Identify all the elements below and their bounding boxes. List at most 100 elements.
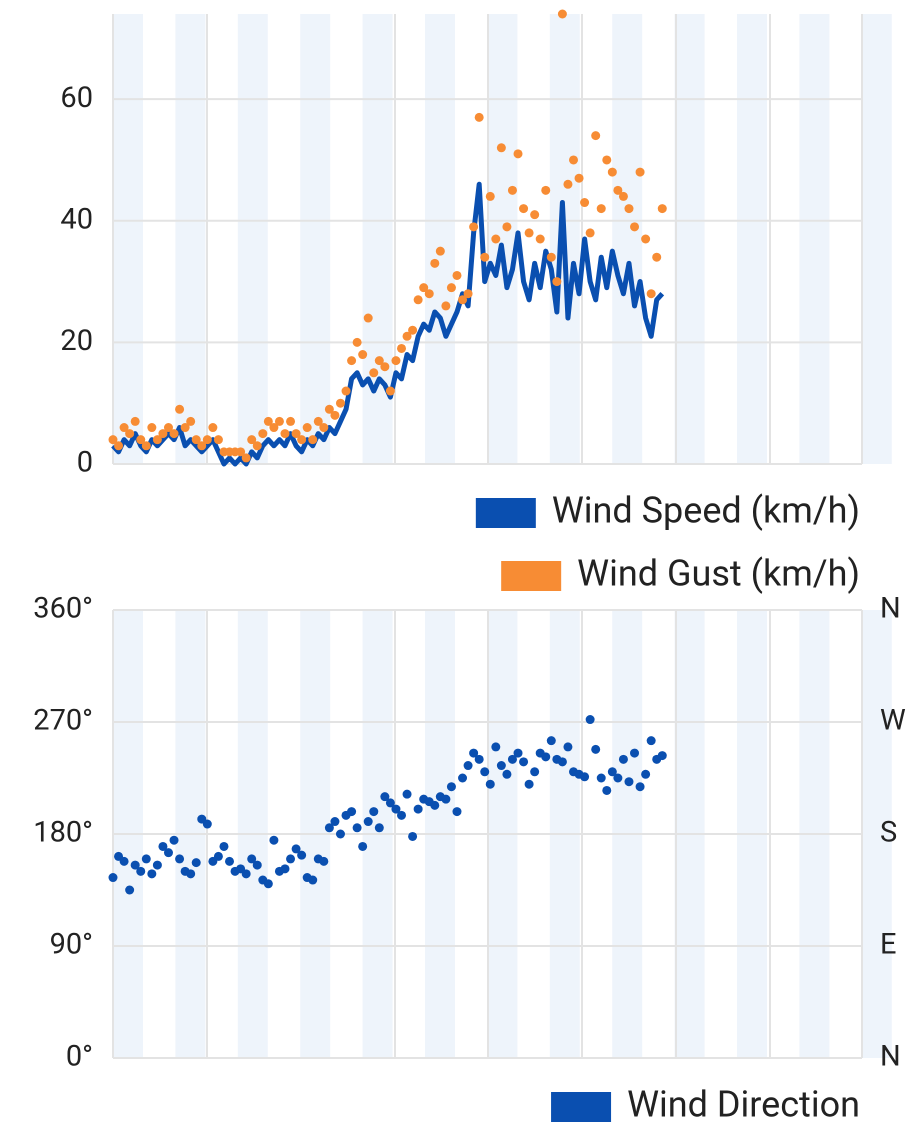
point	[335, 829, 345, 839]
point	[263, 879, 273, 889]
point	[180, 423, 190, 433]
y-tick-label: 90°	[50, 928, 93, 962]
point	[397, 343, 407, 353]
point	[363, 313, 373, 323]
point	[618, 754, 628, 764]
point	[114, 441, 124, 451]
point	[491, 742, 501, 752]
point	[141, 854, 151, 864]
point	[624, 204, 634, 214]
point	[641, 234, 651, 244]
point	[574, 173, 584, 183]
point	[152, 435, 162, 445]
point	[408, 325, 418, 335]
point	[524, 779, 534, 789]
point	[308, 435, 318, 445]
point	[591, 744, 601, 754]
point	[485, 779, 495, 789]
point	[469, 748, 479, 758]
y2-tick-label: N	[880, 592, 901, 626]
y-tick-label: 360°	[33, 592, 93, 626]
point	[175, 854, 185, 864]
point	[119, 856, 129, 866]
legend-swatch	[475, 498, 536, 528]
band	[425, 14, 455, 464]
point	[652, 252, 662, 262]
point	[225, 856, 235, 866]
point	[585, 228, 595, 238]
point	[591, 131, 601, 141]
point	[502, 769, 512, 779]
point	[241, 869, 251, 879]
band	[300, 14, 331, 464]
point	[352, 337, 362, 347]
point	[269, 423, 279, 433]
point	[463, 761, 473, 771]
point	[563, 742, 573, 752]
point	[419, 283, 429, 293]
point	[502, 222, 512, 232]
point	[596, 773, 606, 783]
point	[496, 143, 506, 153]
point	[341, 386, 351, 396]
point	[441, 301, 451, 311]
point	[585, 715, 595, 725]
point	[219, 841, 229, 851]
point	[297, 435, 307, 445]
point	[147, 869, 157, 879]
point	[302, 423, 312, 433]
band	[175, 14, 206, 464]
point	[408, 831, 418, 841]
point	[385, 386, 395, 396]
point	[546, 736, 556, 746]
point	[213, 851, 223, 861]
band	[612, 14, 643, 464]
point	[313, 416, 323, 426]
point	[380, 362, 390, 372]
point	[546, 252, 556, 262]
point	[641, 769, 651, 779]
point	[530, 767, 540, 777]
point	[241, 453, 251, 463]
point	[635, 167, 645, 177]
legend-swatch	[551, 1092, 612, 1122]
point	[430, 800, 440, 810]
point	[507, 185, 517, 195]
point	[374, 823, 384, 833]
point	[202, 435, 212, 445]
point	[197, 441, 207, 451]
point	[630, 222, 640, 232]
point	[191, 435, 201, 445]
point	[474, 112, 484, 122]
legend-label: Wind Direction	[627, 1084, 860, 1126]
point	[363, 817, 373, 827]
y-tick-label: 270°	[33, 704, 93, 738]
point	[247, 435, 257, 445]
point	[519, 757, 529, 767]
point	[347, 807, 357, 817]
legend-swatch	[501, 561, 562, 591]
point	[535, 234, 545, 244]
point	[136, 435, 146, 445]
point	[463, 289, 473, 299]
point	[125, 885, 135, 895]
point	[391, 804, 401, 814]
band	[737, 14, 767, 464]
point	[441, 794, 451, 804]
point	[286, 416, 296, 426]
point	[563, 179, 573, 189]
legend-label: Wind Speed (km/h)	[552, 490, 860, 532]
point	[557, 757, 567, 767]
y2-tick-label: S	[880, 816, 897, 850]
point	[530, 210, 540, 220]
point	[519, 204, 529, 214]
point	[469, 222, 479, 232]
y-tick-label: 0°	[66, 1040, 93, 1074]
point	[435, 246, 445, 256]
point	[541, 752, 551, 762]
y-tick-label: 0	[77, 446, 93, 480]
point	[635, 782, 645, 792]
point	[158, 429, 168, 439]
point	[147, 423, 157, 433]
